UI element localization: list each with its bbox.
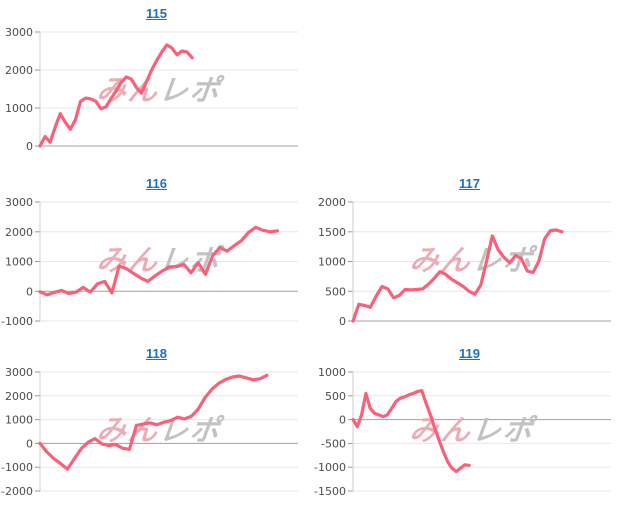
y-tick-label: 0 [339,315,346,328]
chart-cell-115: 115 3000 2000 1000 0 みんレポ [0,0,313,170]
chart-cell-119: 119 1000 500 0 -500 -1000 -1500 みんレポ [313,340,626,511]
watermark-pink: みん [406,414,480,448]
y-tick-label: 2000 [5,390,33,403]
chart-title-link-115[interactable]: 115 [146,6,167,21]
y-tick-label: 500 [325,390,346,403]
chart-cell-116: 116 3000 2000 1000 0 -1000 みんレポ [0,170,313,340]
y-tick-label: 2000 [5,64,33,77]
data-line [351,228,564,323]
empty-cell [313,0,626,170]
y-tick-label: 3000 [5,196,33,209]
data-line [38,43,194,148]
watermark-gray: レポ [155,74,229,108]
svg-text:みんレポ: みんレポ [93,414,229,448]
chart-title-row: 118 [0,340,313,364]
data-line [351,389,471,474]
y-tick-label: -1000 [1,461,33,474]
chart-title-link-119[interactable]: 119 [459,346,480,361]
chart-title-row: 115 [0,0,313,24]
y-tick-label: -2000 [1,485,33,498]
y-tick-label: 2000 [5,226,33,239]
chart-title-row: 117 [313,170,626,194]
svg-text:みんレポ: みんレポ [93,74,229,108]
line-chart-118: 3000 2000 1000 0 -1000 -2000 みんレポ [1,366,298,498]
data-line [38,225,279,297]
y-tick-label: 1000 [318,366,346,379]
line-chart-119: 1000 500 0 -500 -1000 -1500 みんレポ [314,366,611,498]
svg-text:みんレポ: みんレポ [406,414,542,448]
y-tick-label: 0 [339,414,346,427]
chart-title-link-118[interactable]: 118 [146,346,167,361]
y-tick-label: 0 [26,437,33,450]
chart-title-row: 116 [0,170,313,194]
y-tick-label: -500 [321,437,346,450]
y-tick-label: 1000 [5,414,33,427]
y-tick-label: 1000 [5,102,33,115]
chart-title-link-116[interactable]: 116 [146,176,167,191]
y-tick-label: 1500 [318,226,346,239]
y-tick-label: 1000 [5,256,33,269]
y-tick-label: -1000 [314,461,346,474]
watermark-gray: レポ [155,414,229,448]
watermark-logo: みんレポ [93,74,229,108]
y-tick-label: 3000 [5,26,33,39]
y-tick-label: 2000 [318,196,346,209]
watermark-logo: みんレポ [93,414,229,448]
chart-title-link-117[interactable]: 117 [459,176,480,191]
y-tick-label: 500 [325,285,346,298]
y-tick-label: 0 [26,285,33,298]
y-tick-label: 0 [26,140,33,153]
y-tick-label: 1000 [318,256,346,269]
line-chart-115: 3000 2000 1000 0 みんレポ [5,26,298,153]
y-tick-label: 3000 [5,366,33,379]
chart-cell-118: 118 3000 2000 1000 0 -1000 -2000 みんレポ [0,340,313,511]
watermark-logo: みんレポ [406,414,542,448]
y-tick-label: -1500 [314,485,346,498]
y-tick-label: -1000 [1,315,33,328]
chart-cell-117: 117 2000 1500 1000 500 0 みんレポ [313,170,626,340]
watermark-gray: レポ [468,414,542,448]
chart-title-row: 119 [313,340,626,364]
data-line [38,373,269,471]
